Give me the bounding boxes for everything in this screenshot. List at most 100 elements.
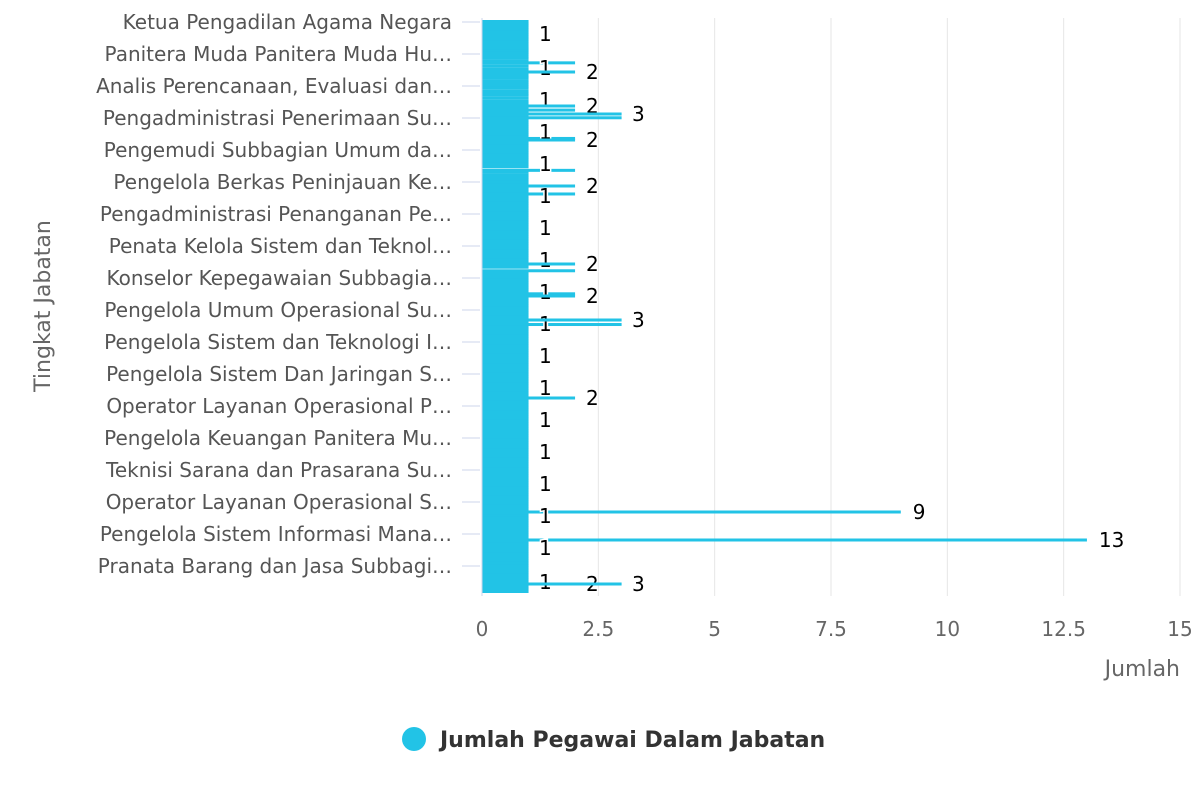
bar[interactable] bbox=[482, 281, 529, 285]
bar[interactable] bbox=[482, 590, 529, 593]
bar[interactable] bbox=[482, 370, 529, 374]
bar[interactable] bbox=[482, 144, 529, 148]
bar[interactable] bbox=[482, 341, 529, 345]
bar[interactable] bbox=[482, 297, 529, 301]
bar[interactable] bbox=[482, 93, 529, 97]
bar[interactable] bbox=[482, 276, 529, 280]
bar[interactable] bbox=[482, 349, 529, 353]
bar[interactable] bbox=[482, 516, 529, 520]
bar[interactable] bbox=[482, 165, 529, 169]
bar[interactable] bbox=[482, 356, 529, 360]
bar[interactable] bbox=[482, 415, 529, 419]
bar[interactable] bbox=[482, 448, 529, 452]
bar[interactable] bbox=[482, 112, 622, 116]
bar[interactable] bbox=[482, 89, 529, 93]
bar[interactable] bbox=[482, 220, 529, 224]
bar[interactable] bbox=[482, 285, 529, 289]
bar[interactable] bbox=[482, 457, 529, 461]
bar[interactable] bbox=[482, 146, 529, 150]
bar[interactable] bbox=[482, 488, 529, 492]
bar[interactable] bbox=[482, 575, 529, 579]
bar[interactable] bbox=[482, 232, 529, 236]
bar[interactable] bbox=[482, 99, 529, 103]
bar[interactable] bbox=[482, 478, 529, 482]
bar[interactable] bbox=[482, 292, 576, 296]
bar[interactable] bbox=[482, 391, 529, 395]
bar[interactable] bbox=[482, 332, 529, 336]
bar[interactable] bbox=[482, 523, 529, 527]
bar[interactable] bbox=[482, 481, 529, 485]
bar[interactable] bbox=[482, 294, 576, 298]
bar[interactable] bbox=[482, 403, 529, 407]
bar[interactable] bbox=[482, 223, 529, 227]
bar[interactable] bbox=[482, 209, 529, 213]
bar[interactable] bbox=[482, 486, 529, 490]
bar[interactable] bbox=[482, 80, 529, 84]
bar[interactable] bbox=[482, 265, 529, 269]
bar[interactable] bbox=[482, 398, 529, 402]
legend-label[interactable]: Jumlah Pegawai Dalam Jabatan bbox=[438, 728, 825, 753]
bar[interactable] bbox=[482, 162, 529, 166]
bar[interactable] bbox=[482, 135, 529, 139]
bar[interactable] bbox=[482, 84, 529, 88]
bar[interactable] bbox=[482, 132, 529, 136]
bar[interactable] bbox=[482, 372, 529, 376]
bar[interactable] bbox=[482, 148, 529, 152]
bar[interactable] bbox=[482, 526, 529, 530]
bar[interactable] bbox=[482, 251, 529, 255]
bar[interactable] bbox=[482, 124, 529, 128]
bar[interactable] bbox=[482, 443, 529, 447]
bar[interactable] bbox=[482, 533, 529, 537]
bar[interactable] bbox=[482, 514, 529, 518]
bar[interactable] bbox=[482, 582, 622, 586]
bar[interactable] bbox=[482, 242, 529, 246]
bar[interactable] bbox=[482, 108, 576, 112]
bar[interactable] bbox=[482, 64, 529, 68]
bar[interactable] bbox=[482, 325, 529, 329]
bar[interactable] bbox=[482, 118, 529, 122]
bar[interactable] bbox=[482, 213, 529, 217]
bar[interactable] bbox=[482, 35, 529, 39]
bar[interactable] bbox=[482, 434, 529, 438]
bar[interactable] bbox=[482, 227, 529, 231]
bar[interactable] bbox=[482, 311, 529, 315]
bar[interactable] bbox=[482, 218, 529, 222]
bar[interactable] bbox=[482, 126, 529, 130]
bar[interactable] bbox=[482, 25, 529, 29]
bar[interactable] bbox=[482, 273, 529, 277]
bar[interactable] bbox=[482, 405, 529, 409]
bar[interactable] bbox=[482, 40, 529, 44]
bar[interactable] bbox=[482, 306, 529, 310]
bar[interactable] bbox=[482, 441, 529, 445]
bar[interactable] bbox=[482, 155, 529, 159]
bar[interactable] bbox=[482, 580, 529, 584]
bar[interactable] bbox=[482, 578, 529, 582]
bar[interactable] bbox=[482, 519, 529, 523]
bar[interactable] bbox=[482, 320, 529, 324]
bar[interactable] bbox=[482, 262, 576, 266]
bar[interactable] bbox=[482, 256, 529, 260]
bar[interactable] bbox=[482, 44, 529, 48]
bar[interactable] bbox=[482, 239, 529, 243]
bar[interactable] bbox=[482, 450, 529, 454]
bar[interactable] bbox=[482, 175, 529, 179]
bar[interactable] bbox=[482, 545, 529, 549]
bar[interactable] bbox=[482, 559, 529, 563]
bar[interactable] bbox=[482, 288, 529, 292]
bar[interactable] bbox=[482, 190, 529, 194]
bar[interactable] bbox=[482, 528, 529, 532]
bar[interactable] bbox=[482, 363, 529, 367]
bar[interactable] bbox=[482, 535, 529, 539]
bar[interactable] bbox=[482, 206, 529, 210]
bar[interactable] bbox=[482, 573, 529, 577]
bar[interactable] bbox=[482, 377, 529, 381]
bar[interactable] bbox=[482, 204, 529, 208]
bar[interactable] bbox=[482, 384, 529, 388]
bar[interactable] bbox=[482, 429, 529, 433]
bar[interactable] bbox=[482, 556, 529, 560]
bar[interactable] bbox=[482, 290, 529, 294]
bar[interactable] bbox=[482, 438, 529, 442]
bar[interactable] bbox=[482, 334, 529, 338]
bar[interactable] bbox=[482, 587, 529, 591]
bar[interactable] bbox=[482, 521, 529, 525]
